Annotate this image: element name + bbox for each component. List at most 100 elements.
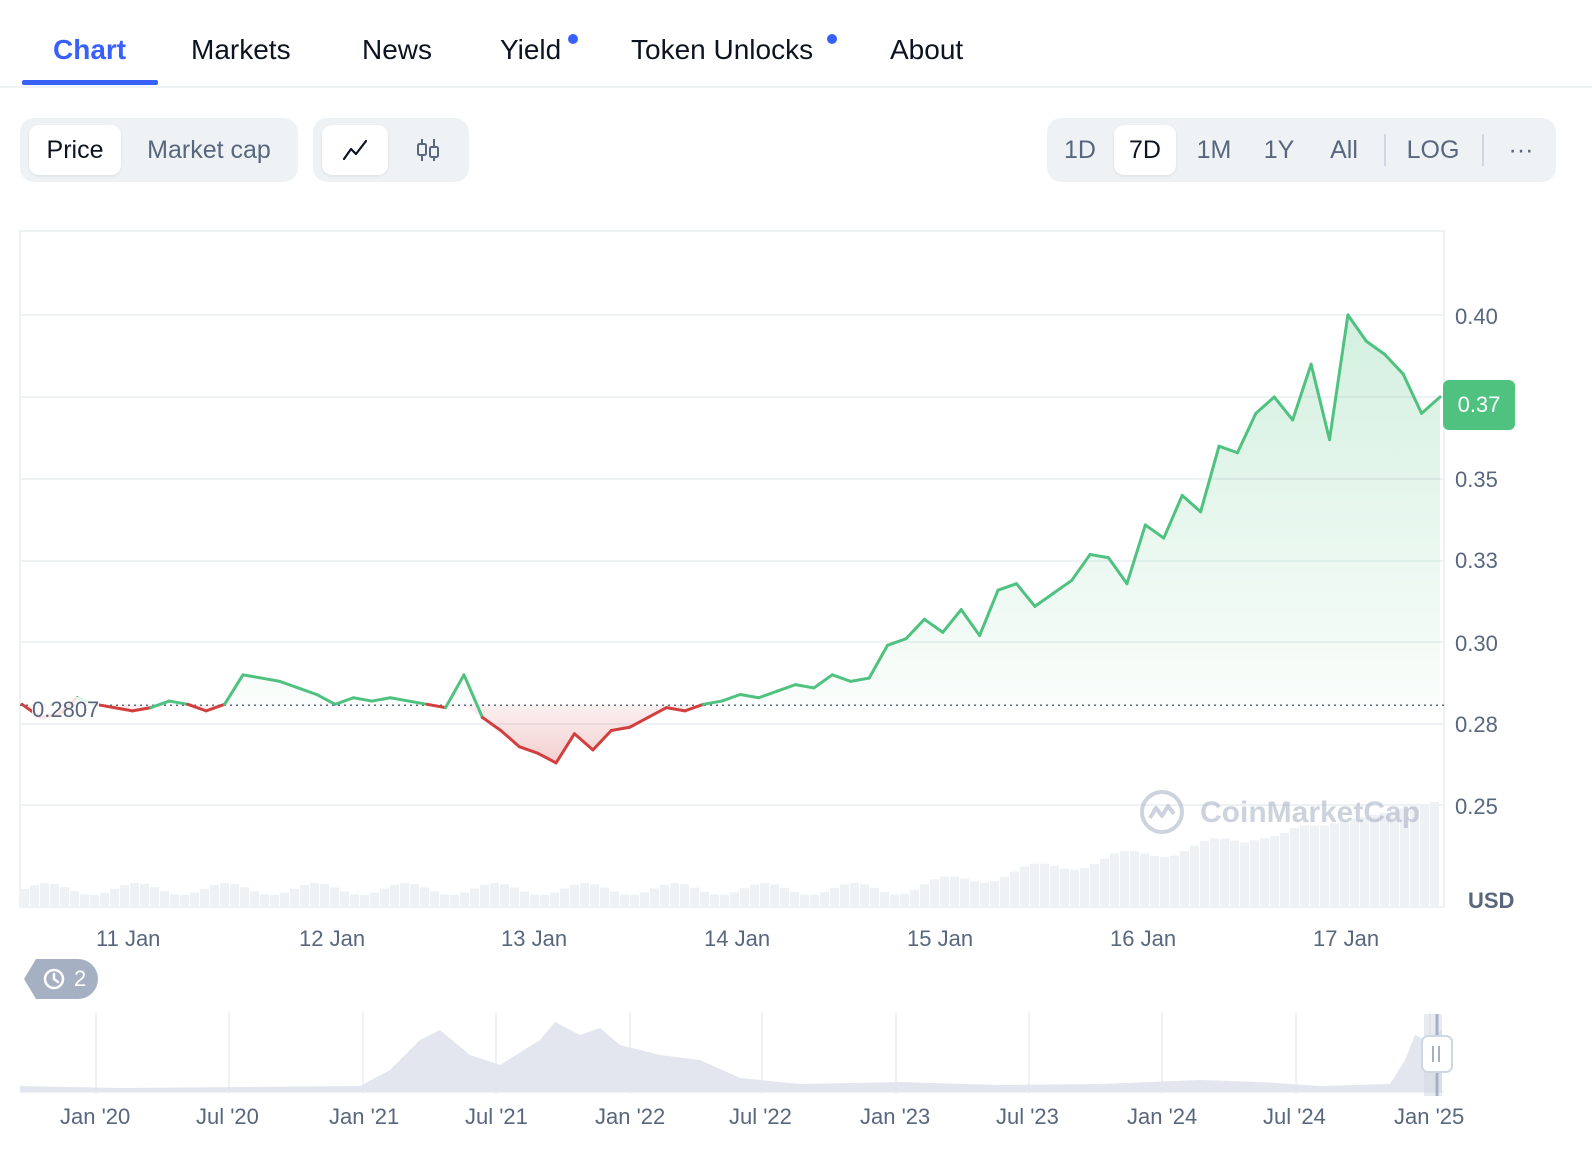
price-segment <box>480 715 503 732</box>
volume-bar <box>370 892 379 907</box>
volume-bar <box>300 884 309 907</box>
volume-bar <box>550 892 559 907</box>
candlestick-button[interactable] <box>397 125 459 175</box>
line-chart-button[interactable] <box>322 125 388 175</box>
volume-bar <box>760 883 769 907</box>
volume-bar <box>1410 806 1419 907</box>
price-segment <box>388 696 411 703</box>
volume-bar <box>180 894 189 907</box>
yield-new-dot <box>568 34 578 44</box>
volume-bar <box>1180 851 1189 907</box>
volume-bar <box>1210 838 1219 907</box>
price-segment <box>1254 395 1276 415</box>
volume-bar <box>840 884 849 907</box>
tab-token-unlocks[interactable]: Token Unlocks <box>631 34 814 65</box>
navigator-tick-label: Jul '21 <box>465 1104 528 1129</box>
volume-bar <box>860 884 869 907</box>
price-chart[interactable] <box>0 0 1592 920</box>
price-segment <box>241 673 263 680</box>
x-tick-label: 17 Jan <box>1313 926 1380 951</box>
volume-bar <box>310 883 319 907</box>
volume-bar <box>290 888 299 907</box>
price-segment <box>1364 339 1387 356</box>
watermark-text: CoinMarketCap <box>1200 796 1421 829</box>
price-button[interactable]: Price <box>29 125 121 175</box>
range-1y[interactable]: 1Y <box>1263 136 1295 164</box>
volume-bar <box>1260 838 1269 907</box>
token-unlocks-new-dot <box>827 34 837 44</box>
price-segment <box>1162 493 1184 540</box>
volume-bar <box>590 884 599 907</box>
volume-bar <box>220 883 229 907</box>
volume-bar <box>650 888 659 907</box>
price-segment <box>683 702 705 713</box>
price-segment <box>1033 591 1055 608</box>
volume-bar <box>40 883 49 907</box>
volume-bar <box>1170 855 1179 907</box>
price-segment <box>1291 362 1313 422</box>
line-chart-icon <box>342 139 368 161</box>
volume-bar <box>950 876 959 907</box>
tab-about[interactable]: About <box>890 34 964 65</box>
volume-bar <box>710 894 719 907</box>
price-segment <box>462 673 484 719</box>
volume-bar <box>1130 851 1139 907</box>
tab-news[interactable]: News <box>362 34 433 65</box>
range-navigator[interactable] <box>0 1010 1592 1100</box>
volume-bar <box>610 891 619 907</box>
tab-chart[interactable]: Chart <box>53 34 127 65</box>
volume-bar <box>50 883 59 907</box>
volume-bar <box>140 883 149 907</box>
volume-bar <box>1090 864 1099 907</box>
volume-bar <box>1140 853 1149 907</box>
navigator-tick-label: Jul '23 <box>996 1104 1059 1129</box>
log-scale-button[interactable]: LOG <box>1406 136 1460 164</box>
more-options-button[interactable]: ··· <box>1508 136 1534 164</box>
price-segment <box>922 617 945 634</box>
price-segment <box>186 702 208 713</box>
volume-bar <box>410 884 419 907</box>
volume-bar <box>930 879 939 907</box>
volume-bar <box>190 892 199 907</box>
volume-bar <box>910 889 919 907</box>
volume-bar <box>250 891 259 907</box>
volume-bar <box>1330 823 1339 907</box>
history-button[interactable]: 2 <box>22 955 100 1003</box>
y-tick-label: 0.40 <box>1455 304 1498 329</box>
tab-markets[interactable]: Markets <box>191 34 291 65</box>
volume-bar <box>780 887 789 907</box>
volume-bar <box>420 887 429 907</box>
range-all[interactable]: All <box>1330 136 1358 164</box>
market-cap-button[interactable]: Market cap <box>147 136 271 164</box>
navigator-tick-label: Jan '24 <box>1127 1104 1198 1129</box>
price-segment <box>351 696 374 703</box>
navigator-handle[interactable] <box>1421 1035 1453 1073</box>
volume-bar <box>1420 804 1429 907</box>
volume-bar <box>450 894 459 907</box>
range-1d[interactable]: 1D <box>1064 136 1096 164</box>
navigator-tick-label: Jan '22 <box>595 1104 666 1129</box>
volume-bar <box>1060 868 1069 907</box>
price-segment <box>1125 523 1147 586</box>
volume-bar <box>460 892 469 907</box>
candlestick-icon <box>417 139 439 161</box>
navigator-tick-label: Jan '21 <box>329 1104 400 1129</box>
range-1m[interactable]: 1M <box>1196 136 1232 164</box>
price-segment <box>886 637 908 647</box>
range-divider <box>1482 134 1484 166</box>
volume-bar <box>1400 808 1409 907</box>
price-segment <box>738 692 761 700</box>
volume-bar <box>920 884 929 907</box>
price-segment <box>1070 552 1092 582</box>
tab-yield[interactable]: Yield <box>500 34 562 65</box>
volume-bar <box>890 894 899 907</box>
volume-bar <box>80 894 89 907</box>
volume-bar <box>520 891 529 907</box>
price-segment <box>628 715 650 729</box>
volume-bar <box>1100 858 1109 907</box>
price-segment <box>499 728 521 749</box>
range-selector: 1D 7D 1M 1Y All LOG ··· <box>1047 118 1556 182</box>
range-7d[interactable]: 7D <box>1114 125 1176 175</box>
price-segment <box>941 608 963 634</box>
navigator-tick-label: Jul '20 <box>196 1104 259 1129</box>
